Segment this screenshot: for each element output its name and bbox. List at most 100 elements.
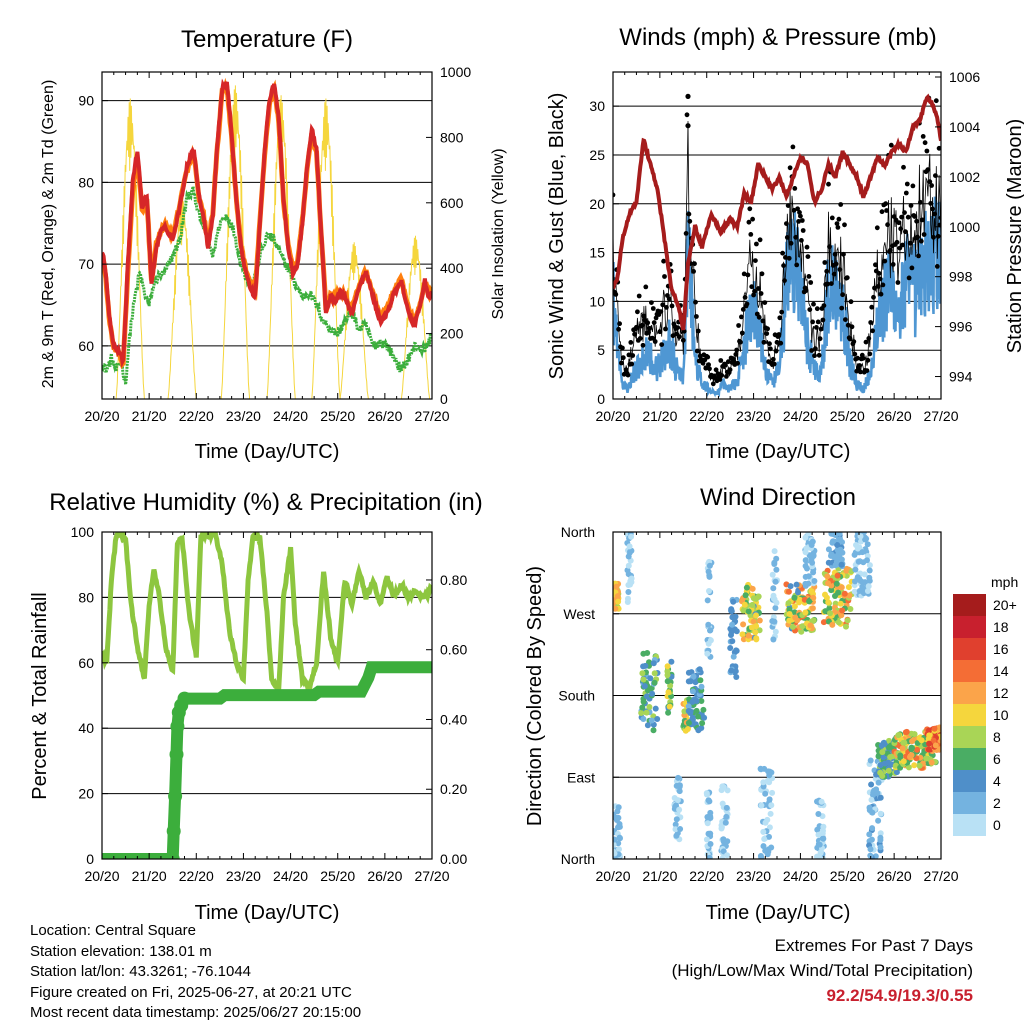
wind-direction-point (802, 609, 809, 616)
wind-direction-point (838, 612, 845, 619)
wind-direction-point (749, 585, 756, 592)
gust-point (879, 209, 885, 215)
wind-direction-point (654, 716, 661, 722)
gust-point (829, 215, 835, 221)
wind-direction-point (707, 627, 714, 634)
wind-direction-point (684, 726, 691, 732)
gust-point (918, 199, 923, 205)
colorbar-label: 18 (993, 619, 1009, 635)
gust-point (903, 229, 908, 235)
wind-direction-point (649, 690, 656, 697)
gust-point (872, 285, 877, 291)
winds-y2tick-label: 1004 (949, 119, 980, 135)
wind-direction-point (689, 714, 696, 721)
temperature-ticks: 20/20 21/20 22/20 23/20 24/20 25/20 26/20 27/20… (78, 64, 471, 424)
winds-xtick-label: 20/20 (595, 408, 630, 424)
gust-point (739, 314, 744, 320)
gust-point (695, 328, 701, 334)
temperature-title: Temperature (F) (181, 26, 353, 53)
gust-point (838, 202, 844, 207)
wind-direction-point (766, 833, 772, 840)
wind-direction-point (673, 832, 680, 839)
gust-point (620, 345, 625, 351)
wind-direction-point (877, 762, 884, 769)
wind-direction-point (770, 585, 777, 592)
gust-point (713, 367, 719, 373)
gust-point (762, 300, 768, 305)
gust-point (706, 362, 711, 368)
wind-direction-point (638, 710, 645, 716)
wind-direction-point (625, 562, 632, 569)
wind-direction-point (809, 559, 816, 566)
gust-point (910, 183, 916, 189)
wind-direction-point (685, 708, 692, 714)
wind-direction-point (875, 779, 882, 786)
wind-direction-point (791, 594, 798, 601)
colorbar-swatch (953, 660, 986, 682)
gust-point (931, 234, 936, 240)
temperature-ytick-label: 80 (78, 174, 94, 190)
rh-y2tick-label: 0.20 (440, 781, 467, 797)
wind-direction-point (753, 595, 760, 602)
wind-direction-point (706, 573, 713, 580)
wind-direction-xtick-label: 22/20 (689, 868, 724, 884)
wind-direction-point (822, 591, 828, 598)
wind-direction-point (868, 796, 875, 803)
wind-direction-point (642, 662, 649, 669)
winds-xtick-label: 23/20 (736, 408, 771, 424)
gust-point (787, 165, 793, 171)
wind-direction-point (613, 850, 618, 857)
gust-point (792, 186, 798, 191)
gust-point (841, 251, 846, 257)
wind-direction-xtick-label: 25/20 (830, 868, 865, 884)
gust-point (890, 262, 896, 267)
wind-direction-point (873, 786, 880, 793)
wind-direction-point (625, 589, 632, 595)
wind-direction-point (885, 759, 892, 766)
gust-point (933, 98, 939, 104)
temperature-xtick-label: 23/20 (226, 408, 261, 424)
gust-point (864, 368, 870, 373)
gust-point (786, 255, 792, 261)
rh-xtick-label: 25/20 (320, 868, 355, 884)
wind-direction-point (750, 618, 757, 625)
gust-point (650, 306, 656, 311)
wind-direction-point (877, 810, 884, 817)
winds-ytick-label: 5 (597, 342, 605, 358)
temperature-xlabel: Time (Day/UTC) (195, 441, 340, 463)
wind-direction-point (668, 658, 675, 665)
wind-direction-point (665, 689, 672, 696)
wind-direction-point (705, 621, 712, 628)
temperature-ytick-label: 70 (78, 256, 94, 272)
wind-direction-point (650, 727, 657, 734)
wind-direction-point (698, 698, 705, 704)
extremes-box: Extremes For Past 7 Days (High/Low/Max W… (672, 933, 973, 1008)
gust-point (619, 360, 624, 366)
gust-point (837, 267, 843, 272)
gust-point (829, 281, 834, 286)
gust-point (883, 201, 889, 207)
gust-point (804, 244, 810, 250)
rh-xtick-label: 22/20 (179, 868, 214, 884)
gust-point (647, 326, 652, 331)
wind-direction-point (909, 744, 915, 751)
rh-ytick-label: 80 (78, 589, 94, 605)
wind-direction-point (728, 607, 735, 614)
gust-point (909, 265, 915, 271)
wind-direction-point (723, 813, 730, 820)
winds-title: Winds (mph) & Pressure (mb) (619, 24, 936, 51)
wind-direction-point (802, 534, 809, 541)
figure-created: Figure created on Fri, 2025-06-27, at 20… (30, 983, 352, 1001)
extremes-values: 92.2/54.9/19.3/0.55 (826, 986, 973, 1005)
wind-direction-point (771, 548, 778, 555)
wind-direction-point (719, 855, 726, 859)
wind-direction-point (909, 738, 916, 745)
wind-direction-point (786, 611, 793, 617)
wind-direction-point (718, 787, 725, 794)
gust-point (664, 305, 669, 310)
wind-direction-point (864, 588, 871, 594)
rh-ytick-label: 20 (78, 786, 94, 802)
temperature-xtick-label: 21/20 (132, 408, 167, 424)
wind-direction-point (672, 821, 679, 828)
colorbar-swatch (953, 616, 986, 638)
